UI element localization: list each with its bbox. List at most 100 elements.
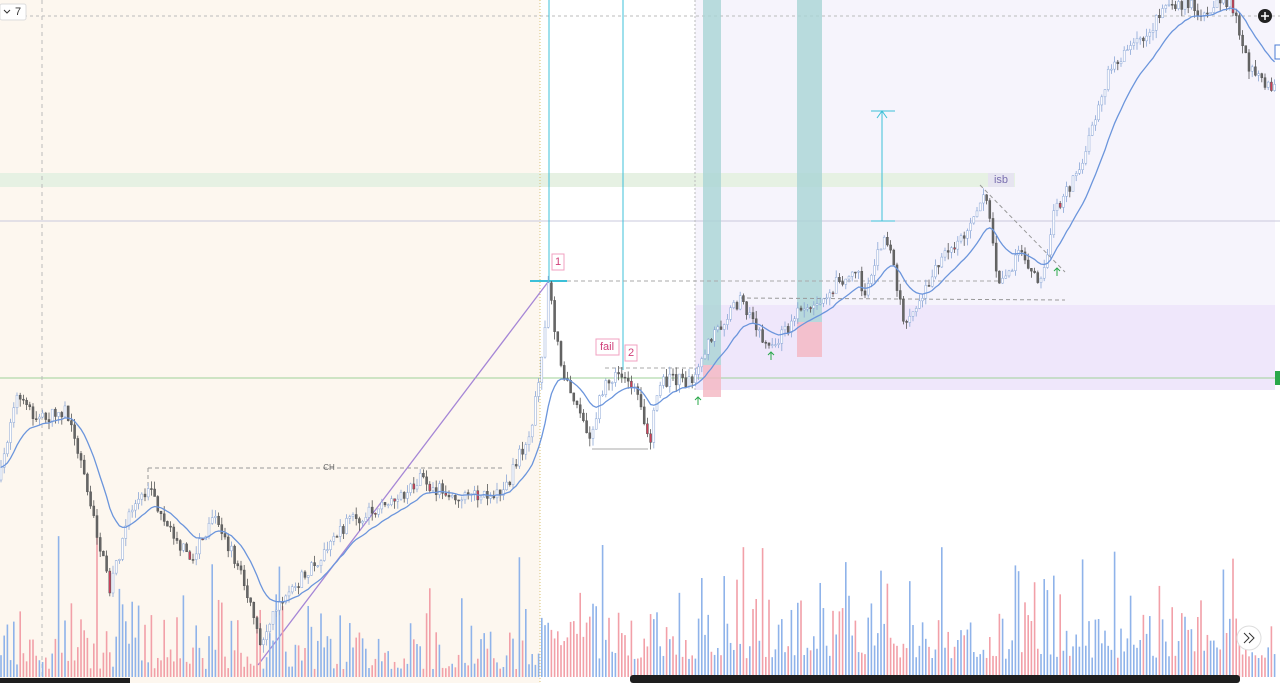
volume-bar xyxy=(1257,658,1260,677)
volume-bar xyxy=(358,632,361,677)
volume-bar xyxy=(918,645,921,677)
interval-button[interactable] xyxy=(0,3,27,21)
candle-body xyxy=(1074,173,1078,177)
candle-body xyxy=(591,428,595,439)
volume-bar xyxy=(153,668,156,677)
volume-bar xyxy=(649,614,652,677)
volume-bar xyxy=(137,605,140,677)
volume-bar xyxy=(1088,621,1090,677)
volume-bar xyxy=(9,660,12,677)
volume-bar xyxy=(566,637,569,677)
volume-bar xyxy=(320,613,322,677)
volume-bar xyxy=(829,655,831,677)
candle-body xyxy=(617,372,620,375)
candle-body xyxy=(767,342,771,346)
volume-bar xyxy=(32,639,34,677)
candle-body xyxy=(994,242,998,272)
candle-body xyxy=(793,318,796,322)
volume-bar xyxy=(48,668,50,677)
candle-body xyxy=(847,276,851,280)
volume-bar xyxy=(1245,644,1247,677)
candle-body xyxy=(1145,35,1148,42)
candle-body xyxy=(962,235,966,239)
time-band xyxy=(797,0,822,322)
volume-bar xyxy=(179,658,181,677)
candle-body xyxy=(34,418,38,420)
volume-bar xyxy=(355,637,357,677)
volume-bar xyxy=(605,639,607,677)
volume-bar xyxy=(867,617,869,677)
candle-body xyxy=(255,617,259,629)
candle-body xyxy=(684,377,688,388)
candle-body xyxy=(326,549,329,551)
volume-bar xyxy=(1133,644,1135,677)
candle-body xyxy=(450,495,454,498)
volume-bar xyxy=(169,649,172,677)
volume-bar xyxy=(1091,657,1093,677)
volume-bar xyxy=(365,648,367,677)
candle-body xyxy=(806,307,809,310)
volume-bar xyxy=(944,647,946,677)
volume-bar xyxy=(473,663,476,677)
volume-bar xyxy=(694,658,697,677)
volume-bar xyxy=(960,630,962,677)
volume-bar xyxy=(950,658,953,677)
volume-bar xyxy=(1203,650,1205,677)
volume-bar xyxy=(173,661,175,677)
candle-body xyxy=(1081,162,1084,170)
volume-bar xyxy=(201,658,204,677)
candle-body xyxy=(1174,4,1177,9)
candle-body xyxy=(460,499,464,502)
candle-body xyxy=(159,510,163,515)
volume-bar xyxy=(342,668,345,677)
volume-bar xyxy=(659,646,661,677)
candle-body xyxy=(726,319,729,325)
volume-bar xyxy=(445,668,447,677)
volume-bar xyxy=(147,662,149,677)
candle-body xyxy=(1167,3,1171,6)
candle-body xyxy=(1266,81,1270,88)
volume-bar xyxy=(67,660,69,677)
volume-bar xyxy=(1149,616,1151,677)
candle-body xyxy=(1094,119,1097,126)
volume-bar xyxy=(419,646,421,677)
volume-bar xyxy=(1142,614,1145,677)
candle-body xyxy=(1103,89,1107,98)
volume-bar xyxy=(1008,649,1010,677)
candle-body xyxy=(271,611,275,625)
candle-body xyxy=(1196,10,1200,16)
volume-bar xyxy=(998,613,1001,677)
candle-body xyxy=(473,490,476,495)
volume-bar xyxy=(1030,620,1033,677)
volume-bar xyxy=(1187,629,1189,677)
candle-body xyxy=(316,565,320,567)
volume-bar xyxy=(925,638,927,677)
candle-body xyxy=(1030,268,1033,272)
candle-body xyxy=(1010,270,1014,272)
candle-body xyxy=(911,311,915,317)
volume-bar xyxy=(243,666,245,677)
candle-body xyxy=(66,405,70,421)
candle-body xyxy=(505,481,508,491)
candle-body xyxy=(428,483,432,491)
volume-bar xyxy=(438,644,441,677)
candle-body xyxy=(1020,250,1024,253)
volume-bar xyxy=(51,653,53,677)
volume-bar xyxy=(125,621,127,677)
volume-bar xyxy=(992,655,994,677)
label-box xyxy=(988,173,1014,187)
volume-bar xyxy=(198,647,201,677)
volume-bar xyxy=(717,647,719,677)
moving-average xyxy=(0,7,1276,603)
volume-bar xyxy=(1046,590,1049,677)
volume-bar xyxy=(681,656,684,677)
volume-bar xyxy=(1158,585,1161,677)
volume-bar xyxy=(496,662,498,677)
volume-bar xyxy=(710,651,713,677)
candle-body xyxy=(82,459,86,475)
candle-body xyxy=(1238,15,1241,36)
volume-bar xyxy=(160,660,162,677)
candle-body xyxy=(396,498,400,502)
volume-bar xyxy=(973,652,975,677)
candle-body xyxy=(796,307,800,320)
